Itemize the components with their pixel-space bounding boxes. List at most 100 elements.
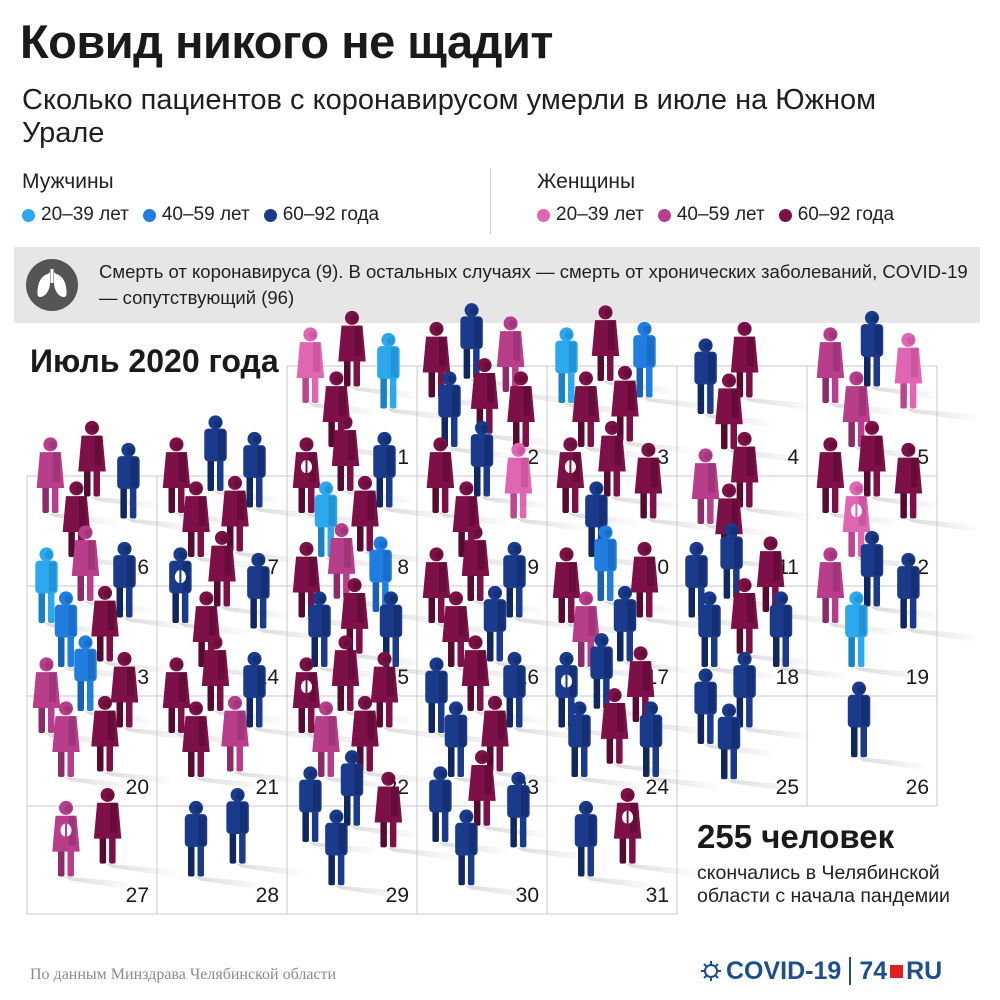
- person-figure: [698, 591, 780, 681]
- person-figure: [730, 321, 815, 412]
- legend-dot-icon: [22, 208, 35, 222]
- person-figure: [373, 431, 455, 522]
- legend-item-women-young: 20–39 лет: [537, 204, 644, 226]
- person-figure: [568, 701, 650, 791]
- person-figure: [504, 442, 589, 533]
- day-number: 26: [906, 776, 929, 799]
- person-figure: [91, 695, 176, 786]
- day-number: 1: [397, 446, 409, 469]
- person-figure: [52, 800, 137, 891]
- day-number: 31: [646, 884, 669, 907]
- legend-item-women-old: 60–92 года: [778, 204, 895, 226]
- day-number: 6: [137, 556, 149, 579]
- person-figure: [733, 651, 815, 742]
- person-figure: [816, 437, 901, 527]
- day-cell-figures: [555, 633, 722, 791]
- person-figure: [312, 701, 397, 791]
- person-figure: [325, 809, 407, 900]
- person-figure: [897, 552, 979, 643]
- person-figure: [481, 695, 566, 786]
- legend-dot-icon: [537, 208, 550, 222]
- person-figure: [730, 431, 815, 522]
- day-cell-figures: [685, 523, 852, 681]
- person-figure: [351, 695, 436, 786]
- person-figure: [243, 651, 325, 742]
- day-number: 29: [386, 884, 409, 907]
- total-number: 255 человек: [697, 818, 895, 855]
- day-number: 5: [917, 446, 929, 469]
- day-cell-figures: [816, 420, 979, 571]
- legend-dot-icon: [657, 208, 671, 222]
- person-figure: [633, 321, 715, 412]
- brand-square: [890, 964, 904, 978]
- person-figure: [314, 481, 397, 571]
- day-cell-figures: [292, 635, 455, 791]
- person-figure: [377, 332, 459, 423]
- legend-item-men-middle: 40–59 лет: [142, 204, 250, 226]
- day-number: 28: [256, 884, 279, 907]
- day-cell-figures: [425, 635, 585, 791]
- day-cell-figures: [694, 651, 815, 794]
- day-cell-figures: [552, 525, 715, 681]
- person-figure: [860, 310, 943, 401]
- person-figure: [630, 541, 715, 632]
- lungs-icon: [26, 259, 78, 311]
- person-figure: [370, 651, 455, 742]
- day-number: 9: [527, 556, 539, 579]
- total-description: скончались в Челябинской области с начал…: [697, 862, 950, 907]
- day-number: 2: [527, 446, 539, 469]
- person-figure: [247, 552, 329, 643]
- person-figure: [113, 541, 195, 632]
- person-figure: [93, 787, 178, 878]
- legend-men: Мужчины 20–39 лет 40–59 лет 60–92 года: [22, 170, 379, 226]
- day-cell-figures: [556, 420, 719, 571]
- day-cell-figures: [816, 530, 979, 681]
- person-figure: [847, 681, 930, 772]
- person-figure: [613, 585, 696, 676]
- person-figure: [91, 585, 176, 676]
- legend-item-label: 40–59 лет: [161, 204, 250, 225]
- day-cell-figures: [32, 635, 195, 791]
- person-figure: [634, 442, 719, 533]
- person-figure: [374, 771, 459, 862]
- note-text: Смерть от коронавируса (9). В остальных …: [99, 261, 968, 308]
- day-number: 8: [397, 556, 409, 579]
- day-cell-figures: [429, 750, 589, 900]
- day-number: 27: [126, 884, 149, 907]
- month-label: Июль 2020 года: [30, 343, 279, 379]
- person-figure: [769, 591, 852, 681]
- legend-item-women-middle: 40–59 лет: [657, 204, 765, 226]
- person-figure: [598, 420, 683, 511]
- day-cell-figures: [169, 530, 329, 681]
- day-cell-figures: [35, 525, 195, 681]
- calendar-cell: [806, 695, 938, 807]
- page-title: Ковид никого не щадит: [20, 15, 553, 68]
- person-figure: [182, 701, 267, 791]
- legend-item-men-young: 20–39 лет: [22, 204, 129, 226]
- day-number: 18: [776, 666, 799, 689]
- person-figure: [243, 431, 325, 522]
- person-figure: [455, 809, 537, 900]
- person-figure: [574, 800, 657, 891]
- brand-covid: COVID-19: [726, 956, 842, 985]
- person-figure: [503, 541, 585, 632]
- day-cell-figures: [847, 681, 930, 772]
- calendar-cell: [546, 805, 678, 915]
- person-figure: [226, 787, 308, 878]
- person-figure: [730, 578, 815, 668]
- day-number: 24: [646, 776, 670, 799]
- person-figure: [110, 651, 195, 742]
- legend-item-label: 60–92 года: [282, 204, 380, 225]
- person-figure: [639, 701, 722, 791]
- person-figure: [600, 688, 685, 778]
- person-figure: [351, 475, 436, 566]
- legend-women-label: Женщины: [537, 170, 636, 193]
- day-number: 4: [787, 446, 799, 469]
- day-cell-figures: [574, 787, 698, 891]
- legend-dot-icon: [263, 208, 277, 222]
- legend-dot-icon: [142, 208, 156, 222]
- legend-item-label: 60–92 года: [797, 204, 895, 225]
- brand-site-suffix: RU: [906, 956, 943, 985]
- person-figure: [52, 701, 137, 791]
